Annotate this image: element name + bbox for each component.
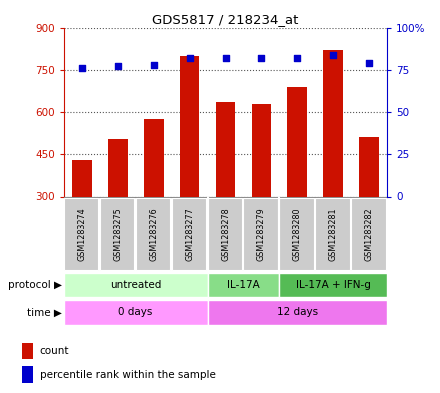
Point bbox=[258, 55, 265, 61]
Bar bbox=[72, 160, 92, 196]
Title: GDS5817 / 218234_at: GDS5817 / 218234_at bbox=[152, 13, 299, 26]
Text: GSM1283279: GSM1283279 bbox=[257, 207, 266, 261]
Bar bbox=[351, 198, 385, 270]
Text: percentile rank within the sample: percentile rank within the sample bbox=[40, 370, 216, 380]
Point bbox=[186, 55, 193, 61]
Bar bbox=[180, 56, 199, 196]
Point bbox=[114, 63, 121, 70]
Text: count: count bbox=[40, 346, 69, 356]
Bar bbox=[208, 273, 279, 297]
Text: untreated: untreated bbox=[110, 280, 161, 290]
Text: GSM1283277: GSM1283277 bbox=[185, 207, 194, 261]
Text: GSM1283278: GSM1283278 bbox=[221, 207, 230, 261]
Point bbox=[222, 55, 229, 61]
Bar bbox=[172, 198, 206, 270]
Text: time ▶: time ▶ bbox=[27, 307, 62, 318]
Bar bbox=[136, 198, 170, 270]
Bar bbox=[323, 50, 343, 196]
Bar bbox=[359, 137, 379, 196]
Text: GSM1283275: GSM1283275 bbox=[113, 207, 122, 261]
Text: protocol ▶: protocol ▶ bbox=[7, 280, 62, 290]
Bar bbox=[64, 198, 98, 270]
Bar bbox=[287, 86, 307, 196]
Bar bbox=[64, 300, 208, 325]
Text: GSM1283274: GSM1283274 bbox=[77, 207, 86, 261]
Bar bbox=[279, 273, 387, 297]
Text: 12 days: 12 days bbox=[277, 307, 318, 318]
Bar bbox=[22, 366, 33, 383]
Text: 0 days: 0 days bbox=[118, 307, 153, 318]
Bar bbox=[208, 300, 387, 325]
Bar bbox=[315, 198, 350, 270]
Point bbox=[366, 60, 373, 66]
Bar bbox=[279, 198, 314, 270]
Point bbox=[330, 51, 337, 58]
Bar bbox=[252, 103, 271, 196]
Point bbox=[294, 55, 301, 61]
Bar bbox=[208, 198, 242, 270]
Bar bbox=[64, 273, 208, 297]
Bar bbox=[108, 139, 128, 196]
Bar bbox=[243, 198, 278, 270]
Bar bbox=[100, 198, 134, 270]
Bar bbox=[22, 343, 33, 359]
Text: GSM1283276: GSM1283276 bbox=[149, 207, 158, 261]
Bar bbox=[216, 102, 235, 196]
Bar bbox=[144, 119, 164, 196]
Point bbox=[150, 62, 157, 68]
Text: GSM1283280: GSM1283280 bbox=[293, 207, 302, 261]
Text: GSM1283281: GSM1283281 bbox=[329, 207, 338, 261]
Text: IL-17A + IFN-g: IL-17A + IFN-g bbox=[296, 280, 371, 290]
Text: IL-17A: IL-17A bbox=[227, 280, 260, 290]
Text: GSM1283282: GSM1283282 bbox=[365, 207, 374, 261]
Point bbox=[78, 65, 85, 71]
